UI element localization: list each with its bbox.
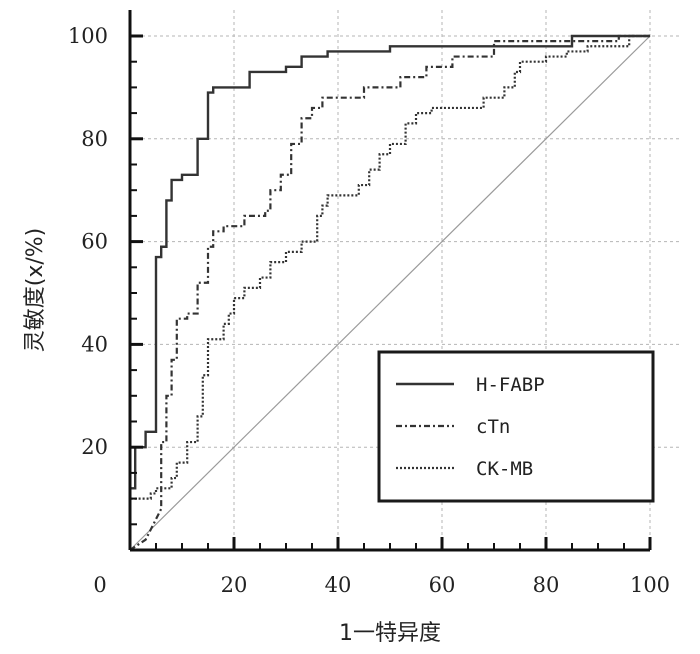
x-tick-label: 60 [429, 573, 456, 597]
legend: H-FABP cTn CK-MB [377, 350, 655, 503]
x-axis-title: 1一特异度 [339, 621, 441, 646]
x-tick-label: 40 [325, 573, 352, 597]
x-tick-label: 100 [630, 573, 670, 597]
y-tick-label: 80 [81, 127, 108, 151]
x-tick-label: 20 [221, 573, 248, 597]
legend-label-ctn: cTn [476, 416, 510, 438]
y-tick-label: 100 [68, 24, 108, 48]
y-tick-label: 20 [81, 435, 108, 459]
x-tick-label: 0 [93, 573, 106, 597]
x-tick-label: 80 [533, 573, 560, 597]
y-axis-title: 灵敏度(x/%) [23, 228, 48, 353]
series-lines [128, 34, 650, 551]
legend-label-ck-mb: CK-MB [476, 458, 533, 480]
reference-diagonal-line [129, 35, 651, 551]
axes [128, 10, 652, 552]
tick-labels: 0 20 40 60 80 100 20 40 60 80 100 [68, 24, 670, 597]
y-tick-label: 40 [81, 332, 108, 356]
legend-label-h-fabp: H-FABP [476, 374, 545, 396]
y-tick-label: 60 [81, 230, 108, 254]
series-line-h-fabp [128, 34, 650, 550]
reference-line [129, 35, 651, 551]
series-line-ck-mb [128, 34, 650, 550]
